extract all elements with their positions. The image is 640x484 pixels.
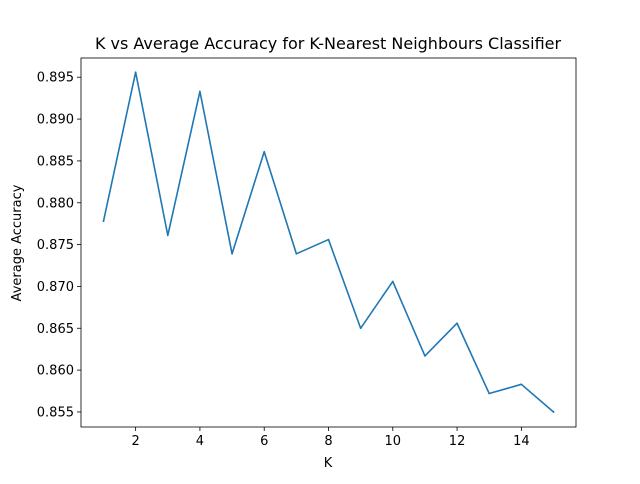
x-tick-label: 14 — [513, 434, 530, 449]
data-point — [102, 220, 105, 222]
y-axis-label: Average Accuracy — [10, 184, 25, 301]
y-tick-label: 0.870 — [37, 280, 74, 295]
x-axis-ticks: 2 4 6 8 10 12 14 — [132, 427, 530, 449]
y-tick-label: 0.885 — [37, 154, 74, 169]
data-point — [166, 234, 169, 237]
x-tick-label: 10 — [385, 434, 402, 449]
y-tick-label: 0.895 — [37, 71, 74, 86]
data-point — [359, 327, 362, 330]
data-point — [231, 252, 233, 255]
x-tick-label: 4 — [196, 434, 204, 449]
y-axis-ticks: 0.855 0.860 0.865 0.870 0.875 0.880 0.885 0.890… — [37, 71, 81, 420]
data-point — [327, 238, 330, 241]
y-tick-label: 0.880 — [37, 196, 74, 211]
data-point — [456, 322, 458, 325]
data-point — [520, 383, 523, 386]
y-tick-label: 0.865 — [37, 322, 74, 337]
series-layer — [102, 71, 555, 414]
data-point — [424, 355, 426, 357]
data-point — [552, 411, 555, 413]
plot-area — [80, 57, 577, 428]
data-point — [199, 90, 201, 93]
chart-title: K vs Average Accuracy for K-Nearest Neig… — [95, 34, 562, 53]
data-point — [263, 150, 266, 153]
data-point — [488, 392, 491, 395]
data-point — [134, 71, 137, 74]
y-tick-label: 0.860 — [37, 364, 74, 379]
plot-frame — [80, 57, 577, 428]
x-tick-label: 12 — [449, 434, 466, 449]
x-tick-label: 8 — [324, 434, 332, 449]
y-tick-label: 0.890 — [37, 113, 74, 128]
data-point — [391, 280, 394, 283]
data-point — [295, 252, 298, 255]
y-tick-label: 0.875 — [37, 238, 74, 253]
x-tick-label: 6 — [260, 434, 268, 449]
x-tick-label: 2 — [132, 434, 140, 449]
x-axis-label: K — [324, 456, 333, 471]
y-tick-label: 0.855 — [37, 405, 74, 420]
